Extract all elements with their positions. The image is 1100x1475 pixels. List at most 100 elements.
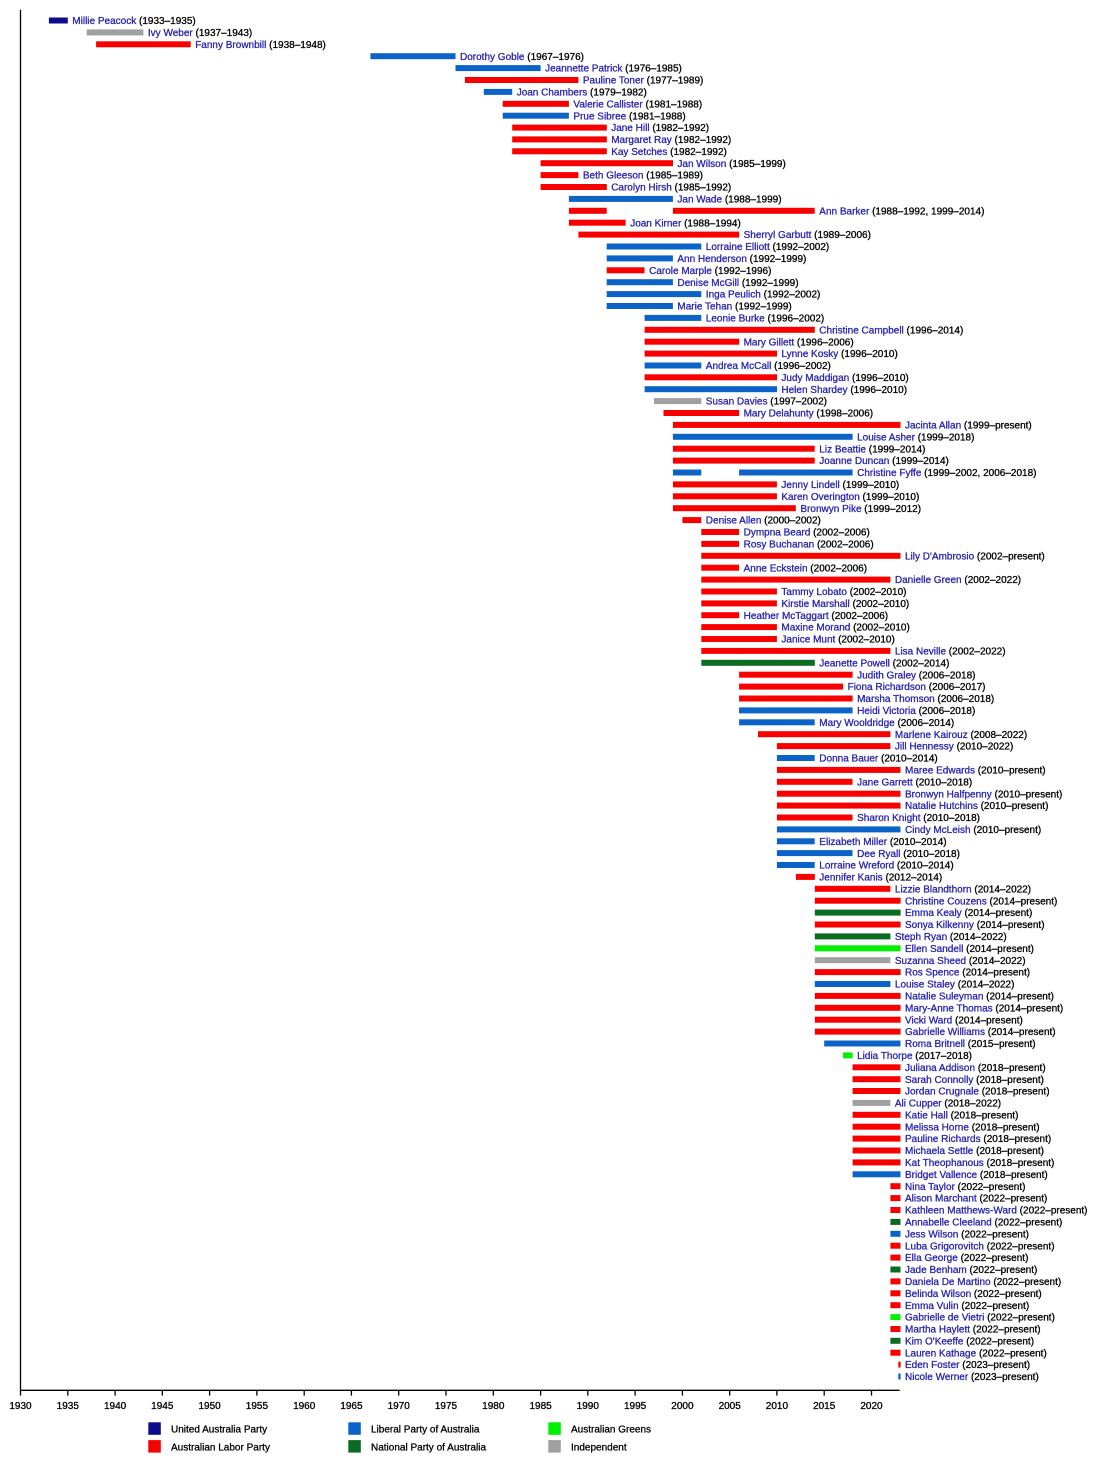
svg-text:Lorraine Wreford (2010–2014): Lorraine Wreford (2010–2014) <box>819 861 953 872</box>
svg-text:Independent: Independent <box>571 1442 627 1453</box>
svg-text:1965: 1965 <box>340 1401 363 1412</box>
svg-text:Pauline Toner (1977–1989): Pauline Toner (1977–1989) <box>583 76 703 87</box>
svg-text:Janice Munt (2002–2010): Janice Munt (2002–2010) <box>781 635 894 646</box>
svg-text:Jennifer Kanis (2012–2014): Jennifer Kanis (2012–2014) <box>819 873 942 884</box>
svg-text:Louise Staley (2014–2022): Louise Staley (2014–2022) <box>895 980 1015 991</box>
svg-text:Jill Hennessy (2010–2022): Jill Hennessy (2010–2022) <box>895 742 1013 753</box>
svg-text:Gabrielle Williams (2014–prese: Gabrielle Williams (2014–present) <box>905 1027 1056 1038</box>
svg-text:Kirstie Marshall (2002–2010): Kirstie Marshall (2002–2010) <box>781 599 909 610</box>
svg-text:Christine Campbell (1996–2014): Christine Campbell (1996–2014) <box>819 325 963 336</box>
svg-text:Natalie Suleyman (2014–present: Natalie Suleyman (2014–present) <box>905 992 1054 1003</box>
svg-text:Christine Couzens (2014–presen: Christine Couzens (2014–present) <box>905 896 1057 907</box>
svg-text:Kay Setches (1982–1992): Kay Setches (1982–1992) <box>611 147 727 158</box>
svg-text:Lauren Kathage (2022–present): Lauren Kathage (2022–present) <box>905 1348 1047 1359</box>
svg-text:Mary Delahunty (1998–2006): Mary Delahunty (1998–2006) <box>744 409 874 420</box>
svg-text:1970: 1970 <box>388 1401 411 1412</box>
svg-text:Lizzie Blandthorn (2014–2022): Lizzie Blandthorn (2014–2022) <box>895 884 1031 895</box>
svg-text:Bronwyn Halfpenny (2010–presen: Bronwyn Halfpenny (2010–present) <box>905 789 1062 800</box>
svg-text:Steph Ryan (2014–2022): Steph Ryan (2014–2022) <box>895 932 1007 943</box>
svg-text:Ella George (2022–present): Ella George (2022–present) <box>905 1253 1028 1264</box>
svg-text:Maree Edwards (2010–present): Maree Edwards (2010–present) <box>905 766 1046 777</box>
svg-text:Sharon Knight (2010–2018): Sharon Knight (2010–2018) <box>857 813 980 824</box>
svg-text:Jenny Lindell (1999–2010): Jenny Lindell (1999–2010) <box>781 480 899 491</box>
svg-text:Jade Benham (2022–present): Jade Benham (2022–present) <box>905 1265 1037 1276</box>
svg-text:Joanne Duncan (1999–2014): Joanne Duncan (1999–2014) <box>819 456 949 467</box>
svg-text:Prue Sibree (1981–1988): Prue Sibree (1981–1988) <box>573 111 685 122</box>
svg-text:1960: 1960 <box>293 1401 316 1412</box>
svg-text:Karen Overington (1999–2010): Karen Overington (1999–2010) <box>781 492 919 503</box>
svg-text:Jeannette Patrick (1976–1985): Jeannette Patrick (1976–1985) <box>545 64 682 75</box>
svg-text:Australian Labor Party: Australian Labor Party <box>171 1442 270 1453</box>
svg-text:Christine Fyffe (1999–2002, 20: Christine Fyffe (1999–2002, 2006–2018) <box>857 468 1036 479</box>
svg-text:Jess Wilson (2022–present): Jess Wilson (2022–present) <box>905 1229 1029 1240</box>
svg-text:Juliana Addison (2018–present): Juliana Addison (2018–present) <box>905 1063 1046 1074</box>
svg-text:Valerie Callister (1981–1988): Valerie Callister (1981–1988) <box>573 99 702 110</box>
svg-text:2015: 2015 <box>813 1401 836 1412</box>
svg-text:Suzanna Sheed (2014–2022): Suzanna Sheed (2014–2022) <box>895 956 1026 967</box>
svg-text:Annabelle Cleeland (2022–prese: Annabelle Cleeland (2022–present) <box>905 1218 1062 1229</box>
svg-text:Ali Cupper (2018–2022): Ali Cupper (2018–2022) <box>895 1099 1001 1110</box>
svg-text:Liz Beattie (1999–2014): Liz Beattie (1999–2014) <box>819 444 925 455</box>
svg-text:Leonie Burke (1996–2002): Leonie Burke (1996–2002) <box>706 314 824 325</box>
svg-text:Bridget Vallence (2018–present: Bridget Vallence (2018–present) <box>905 1170 1048 1181</box>
svg-text:Sonya Kilkenny (2014–present): Sonya Kilkenny (2014–present) <box>905 920 1045 931</box>
svg-text:Donna Bauer (2010–2014): Donna Bauer (2010–2014) <box>819 754 937 765</box>
svg-text:Fanny Brownbill (1938–1948): Fanny Brownbill (1938–1948) <box>195 40 326 51</box>
svg-text:Jan Wade (1988–1999): Jan Wade (1988–1999) <box>677 195 781 206</box>
svg-text:Inga Peulich (1992–2002): Inga Peulich (1992–2002) <box>706 290 821 301</box>
svg-text:Marie Tehan (1992–1999): Marie Tehan (1992–1999) <box>677 302 791 313</box>
svg-text:Roma Britnell (2015–present): Roma Britnell (2015–present) <box>905 1039 1036 1050</box>
svg-text:Ann Barker (1988–1992, 1999–20: Ann Barker (1988–1992, 1999–2014) <box>819 206 984 217</box>
svg-text:Nina Taylor (2022–present): Nina Taylor (2022–present) <box>905 1182 1025 1193</box>
svg-text:2020: 2020 <box>860 1401 883 1412</box>
svg-text:Jan Wilson (1985–1999): Jan Wilson (1985–1999) <box>677 159 785 170</box>
svg-text:Helen Shardey (1996–2010): Helen Shardey (1996–2010) <box>781 385 907 396</box>
svg-text:Bronwyn Pike (1999–2012): Bronwyn Pike (1999–2012) <box>800 504 921 515</box>
svg-text:Eden Foster (2023–present): Eden Foster (2023–present) <box>905 1360 1030 1371</box>
svg-text:Joan Chambers (1979–1982): Joan Chambers (1979–1982) <box>517 88 647 99</box>
svg-text:Kim O'Keeffe (2022–present): Kim O'Keeffe (2022–present) <box>905 1336 1034 1347</box>
svg-text:2010: 2010 <box>766 1401 789 1412</box>
svg-text:Jeanette Powell (2002–2014): Jeanette Powell (2002–2014) <box>819 658 949 669</box>
svg-text:Andrea McCall (1996–2002): Andrea McCall (1996–2002) <box>706 361 831 372</box>
svg-text:Lorraine Elliott (1992–2002): Lorraine Elliott (1992–2002) <box>706 242 829 253</box>
svg-text:Dee Ryall (2010–2018): Dee Ryall (2010–2018) <box>857 849 960 860</box>
svg-text:Heather McTaggart (2002–2006): Heather McTaggart (2002–2006) <box>744 611 889 622</box>
svg-text:Natalie Hutchins (2010–present: Natalie Hutchins (2010–present) <box>905 801 1048 812</box>
svg-text:Judy Maddigan (1996–2010): Judy Maddigan (1996–2010) <box>781 373 908 384</box>
svg-text:1950: 1950 <box>198 1401 221 1412</box>
svg-text:Gabrielle de Vietri (2022–pres: Gabrielle de Vietri (2022–present) <box>905 1313 1055 1324</box>
svg-text:Susan Davies (1997–2002): Susan Davies (1997–2002) <box>706 397 827 408</box>
svg-text:Sarah Connolly (2018–present): Sarah Connolly (2018–present) <box>905 1075 1044 1086</box>
svg-text:2005: 2005 <box>719 1401 742 1412</box>
svg-text:Cindy McLeish (2010–present): Cindy McLeish (2010–present) <box>905 825 1041 836</box>
svg-text:Mary Wooldridge (2006–2014): Mary Wooldridge (2006–2014) <box>819 718 954 729</box>
svg-text:Judith Graley (2006–2018): Judith Graley (2006–2018) <box>857 670 975 681</box>
svg-text:Emma Vulin (2022–present): Emma Vulin (2022–present) <box>905 1301 1029 1312</box>
svg-text:1995: 1995 <box>624 1401 647 1412</box>
svg-text:Margaret Ray (1982–1992): Margaret Ray (1982–1992) <box>611 135 731 146</box>
svg-text:1945: 1945 <box>151 1401 174 1412</box>
svg-text:Beth Gleeson (1985–1989): Beth Gleeson (1985–1989) <box>583 171 703 182</box>
svg-text:Carolyn Hirsh (1985–1992): Carolyn Hirsh (1985–1992) <box>611 183 731 194</box>
svg-text:Alison Marchant (2022–present): Alison Marchant (2022–present) <box>905 1194 1047 1205</box>
svg-text:Lidia Thorpe (2017–2018): Lidia Thorpe (2017–2018) <box>857 1051 972 1062</box>
svg-text:Martha Haylett (2022–present): Martha Haylett (2022–present) <box>905 1325 1041 1336</box>
svg-text:Joan Kirner (1988–1994): Joan Kirner (1988–1994) <box>630 218 741 229</box>
svg-text:Mary Gillett (1996–2006): Mary Gillett (1996–2006) <box>744 337 854 348</box>
svg-text:Sherryl Garbutt (1989–2006): Sherryl Garbutt (1989–2006) <box>744 230 871 241</box>
svg-text:Carole Marple (1992–1996): Carole Marple (1992–1996) <box>649 266 771 277</box>
svg-text:1985: 1985 <box>529 1401 552 1412</box>
svg-text:1955: 1955 <box>246 1401 269 1412</box>
svg-text:Millie Peacock (1933–1935): Millie Peacock (1933–1935) <box>72 16 195 27</box>
svg-text:2000: 2000 <box>671 1401 694 1412</box>
svg-text:Heidi Victoria (2006–2018): Heidi Victoria (2006–2018) <box>857 706 975 717</box>
svg-text:Anne Eckstein (2002–2006): Anne Eckstein (2002–2006) <box>744 563 867 574</box>
svg-text:Nicole Werner (2023–present): Nicole Werner (2023–present) <box>905 1372 1039 1383</box>
svg-text:Lily D'Ambrosio (2002–present): Lily D'Ambrosio (2002–present) <box>905 551 1045 562</box>
svg-text:Dympna Beard (2002–2006): Dympna Beard (2002–2006) <box>744 528 870 539</box>
svg-text:Marsha Thomson (2006–2018): Marsha Thomson (2006–2018) <box>857 694 994 705</box>
svg-text:Australian Greens: Australian Greens <box>571 1425 651 1436</box>
svg-text:Denise Allen (2000–2002): Denise Allen (2000–2002) <box>706 516 821 527</box>
svg-text:1975: 1975 <box>435 1401 458 1412</box>
